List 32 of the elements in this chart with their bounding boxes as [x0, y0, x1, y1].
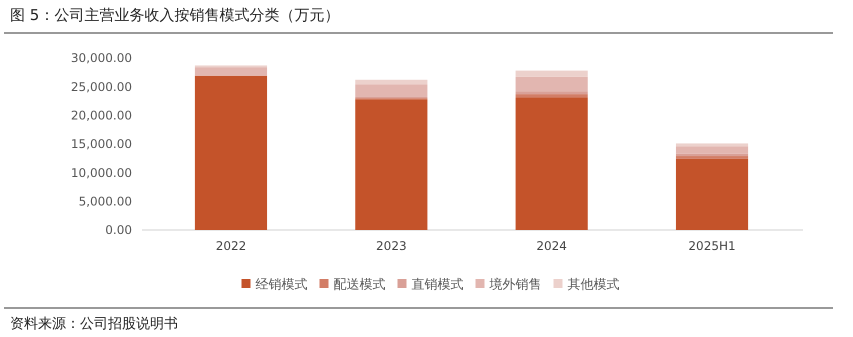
- legend-label: 其他模式: [568, 278, 620, 293]
- text: 资料来源：公司招股说明书: [10, 316, 178, 332]
- y-tick-label: 15,000.00: [70, 137, 132, 152]
- x-tick-label: 2023: [376, 239, 407, 253]
- bar: [516, 76, 588, 92]
- bar: [355, 80, 428, 84]
- bar: [355, 99, 428, 230]
- y-tick-label: 20,000.00: [70, 108, 132, 123]
- bar: [516, 70, 588, 77]
- legend-label: 直销模式: [412, 278, 464, 293]
- bar: [516, 98, 588, 230]
- bar: [676, 143, 748, 146]
- y-tick-label: 10,000.00: [70, 166, 132, 180]
- bar: [676, 154, 748, 156]
- bar: [676, 156, 748, 159]
- y-tick-label: 25,000.00: [70, 80, 132, 94]
- y-tick-label: 0.00: [105, 223, 132, 238]
- bar: [355, 84, 428, 97]
- legend-label: 经销模式: [256, 278, 308, 293]
- y-tick-label: 30,000.00: [70, 51, 132, 66]
- chart-title: 图 5：公司主营业务收入按销售模式分类（万元）: [10, 6, 340, 24]
- bar: [516, 94, 588, 98]
- x-tick-label: 2022: [216, 239, 246, 253]
- x-tick-label: 2025H1: [688, 239, 736, 253]
- y-tick-label: 5,000.00: [78, 194, 132, 209]
- bar: [194, 76, 268, 230]
- bar: [676, 158, 748, 230]
- legend-label: 配送模式: [334, 278, 386, 293]
- bar: [194, 67, 268, 76]
- bar: [676, 146, 748, 154]
- x-tick-label: 2024: [536, 239, 567, 253]
- legend-label: 境外销售: [488, 276, 542, 293]
